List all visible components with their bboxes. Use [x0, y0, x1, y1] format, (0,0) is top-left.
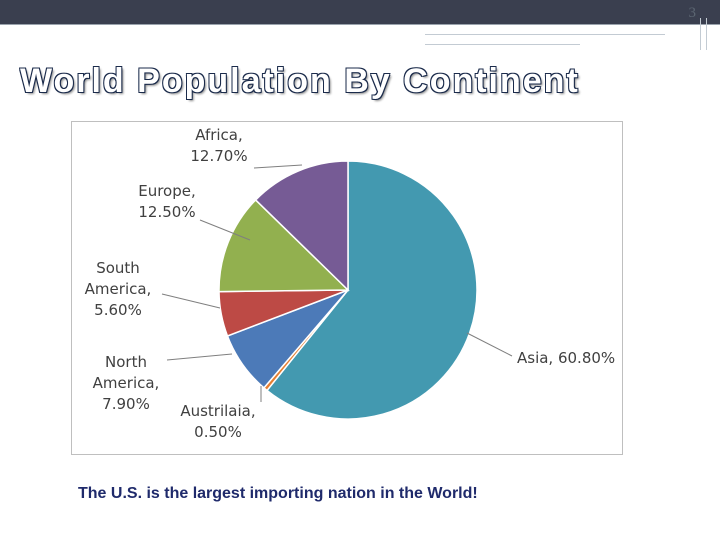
data-label-line: America, [85, 280, 152, 298]
leader-line [166, 353, 233, 361]
leader-line [199, 219, 251, 241]
leader-line [466, 332, 513, 357]
slide-caption: The U.S. is the largest importing nation… [78, 485, 478, 502]
decorative-line [706, 18, 707, 50]
data-label-line: South [96, 259, 140, 277]
pie-slice-europe [218, 198, 350, 293]
data-label-line: Europe, [138, 182, 196, 200]
data-label-asia: Asia, 60.80% [517, 349, 615, 367]
data-label-line: Africa, [195, 126, 243, 144]
data-label-austrilaia: Austrilaia, 0.50% [180, 402, 255, 441]
data-label-africa: Africa, 12.70% [190, 126, 247, 165]
data-label-europe: Europe, 12.50% [138, 182, 196, 221]
header-band [0, 0, 720, 24]
data-label-line: 0.50% [194, 423, 242, 441]
data-label-line: 12.50% [138, 203, 195, 221]
data-label-south-america: South America, 5.60% [85, 259, 152, 319]
data-label-north-america: North America, 7.90% [93, 353, 160, 413]
data-label-line: 5.60% [94, 301, 142, 319]
data-label-line: Austrilaia, [180, 402, 255, 420]
pie-slice-asia [265, 160, 478, 420]
header-divider [0, 24, 720, 25]
leader-line [253, 164, 303, 169]
data-label-line: 12.70% [190, 147, 247, 165]
data-label-line: America, [93, 374, 160, 392]
pie-chart: Asia, 60.80% Austrilaia, 0.50% North America… [71, 121, 623, 455]
decorative-line [425, 44, 580, 45]
decorative-line [700, 18, 701, 50]
leader-line [161, 293, 221, 309]
data-label-line: North [105, 353, 147, 371]
pie-chart-svg: Asia, 60.80% Austrilaia, 0.50% North America… [85, 126, 616, 441]
decorative-line [425, 34, 665, 35]
data-label-line: 7.90% [102, 395, 150, 413]
slide-title: World Population By Continent [19, 61, 580, 101]
page-number: 3 [688, 5, 697, 21]
data-label-line: Asia, 60.80% [517, 349, 615, 367]
pie-slice-africa [254, 160, 349, 292]
